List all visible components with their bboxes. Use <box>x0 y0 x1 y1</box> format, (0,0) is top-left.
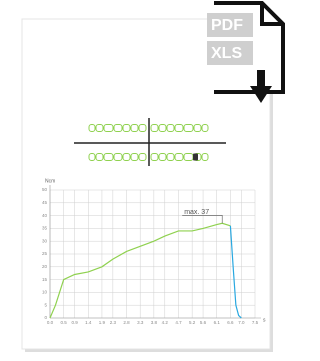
x-tick-label: 0.9 <box>71 320 78 325</box>
x-tick-label: 6.1 <box>214 320 221 325</box>
xls-label: XLS <box>211 45 242 62</box>
tooth-marked <box>193 154 198 161</box>
y-tick-label: 10 <box>42 290 48 295</box>
y-tick-label: 30 <box>42 238 48 243</box>
y-tick-label: 15 <box>42 277 48 282</box>
y-tick-label: 45 <box>42 200 48 205</box>
x-tick-label: 7.0 <box>238 320 245 325</box>
x-tick-label: 3.8 <box>151 320 158 325</box>
x-tick-label: 1.9 <box>99 320 106 325</box>
x-tick-label: 5.2 <box>189 320 196 325</box>
x-tick-label: 5.6 <box>200 320 207 325</box>
annotation: max. 37 <box>184 209 209 216</box>
x-tick-label: 3.3 <box>137 320 144 325</box>
pdf-label: PDF <box>211 17 243 34</box>
y-tick-label: 40 <box>42 213 48 218</box>
y-tick-label: 20 <box>42 264 48 269</box>
x-tick-label: 4.7 <box>175 320 182 325</box>
y-tick-label: 35 <box>42 226 48 231</box>
x-tick-label: 6.6 <box>227 320 234 325</box>
x-tick-label: 0.0 <box>47 320 54 325</box>
y-axis-label: Ncm <box>45 178 55 184</box>
x-tick-label: 2.3 <box>110 320 117 325</box>
x-tick-label: 0.5 <box>61 320 68 325</box>
y-tick-label: 25 <box>42 251 48 256</box>
x-tick-label: 1.4 <box>85 320 92 325</box>
x-tick-label: 7.5 <box>252 320 259 325</box>
y-tick-label: 50 <box>42 187 48 192</box>
x-tick-label: 2.8 <box>123 320 130 325</box>
x-tick-label: 4.2 <box>162 320 169 325</box>
